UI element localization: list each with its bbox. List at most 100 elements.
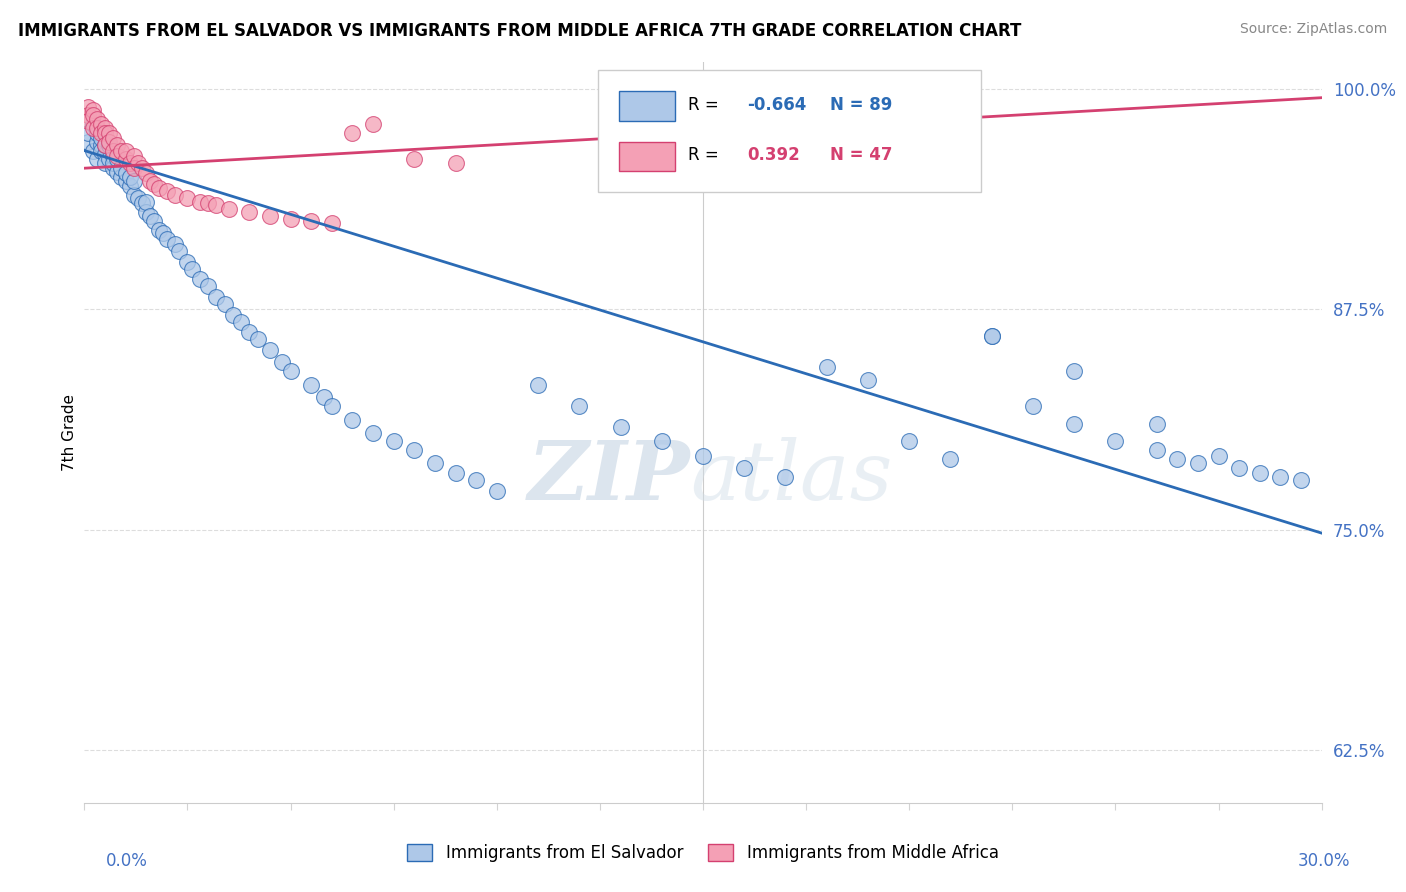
Point: [218, 202, 240, 216]
Point: [110, 144, 132, 158]
Point: [98, 138, 121, 153]
Point: [1289, 473, 1312, 487]
Point: [259, 209, 281, 223]
Point: [423, 456, 446, 470]
Point: [205, 198, 228, 212]
Text: 0.392: 0.392: [748, 146, 800, 164]
Point: [321, 216, 343, 230]
Point: [299, 214, 322, 228]
Point: [1208, 449, 1230, 463]
Point: [382, 434, 405, 449]
Point: [312, 390, 335, 404]
Point: [135, 166, 157, 180]
Point: [98, 135, 121, 149]
Point: [485, 483, 508, 498]
Point: [143, 177, 166, 191]
Point: [238, 205, 260, 219]
Point: [77, 113, 100, 128]
Point: [114, 166, 136, 180]
Text: N = 47: N = 47: [831, 146, 893, 164]
Legend: Immigrants from El Salvador, Immigrants from Middle Africa: Immigrants from El Salvador, Immigrants …: [401, 837, 1005, 869]
Point: [280, 364, 302, 378]
Point: [815, 360, 838, 375]
Point: [110, 161, 132, 176]
Point: [90, 138, 112, 153]
Point: [188, 194, 211, 209]
Point: [131, 196, 153, 211]
Point: [280, 212, 302, 227]
Point: [197, 279, 219, 293]
Point: [86, 135, 108, 149]
Point: [156, 184, 179, 198]
Text: Source: ZipAtlas.com: Source: ZipAtlas.com: [1240, 22, 1388, 37]
Point: [222, 308, 245, 322]
Point: [271, 355, 294, 369]
Bar: [619, 142, 675, 171]
Point: [214, 297, 236, 311]
Point: [114, 144, 136, 158]
Point: [118, 169, 141, 184]
Text: IMMIGRANTS FROM EL SALVADOR VS IMMIGRANTS FROM MIDDLE AFRICA 7TH GRADE CORRELATI: IMMIGRANTS FROM EL SALVADOR VS IMMIGRANT…: [18, 22, 1022, 40]
Point: [856, 373, 879, 387]
Point: [103, 156, 125, 170]
Text: 30.0%: 30.0%: [1298, 852, 1350, 870]
Point: [980, 328, 1002, 343]
Point: [94, 147, 117, 161]
Point: [1166, 452, 1188, 467]
Point: [94, 120, 117, 135]
Point: [77, 135, 100, 149]
Point: [94, 138, 117, 153]
Point: [122, 161, 145, 176]
Point: [148, 180, 170, 194]
Point: [110, 169, 132, 184]
Point: [98, 153, 121, 167]
Point: [114, 153, 136, 167]
Point: [118, 178, 141, 193]
Point: [229, 314, 252, 328]
Point: [404, 443, 426, 458]
Point: [1146, 443, 1168, 458]
Point: [103, 161, 125, 176]
Point: [361, 425, 384, 440]
Point: [1270, 469, 1292, 483]
Point: [139, 173, 162, 187]
Point: [90, 117, 112, 131]
Point: [122, 173, 145, 187]
Point: [127, 156, 149, 170]
Point: [165, 237, 187, 252]
Y-axis label: 7th Grade: 7th Grade: [62, 394, 77, 471]
Point: [86, 153, 108, 167]
Point: [98, 126, 121, 140]
Point: [82, 108, 104, 122]
Point: [197, 196, 219, 211]
Point: [105, 138, 128, 153]
Point: [143, 214, 166, 228]
Point: [148, 223, 170, 237]
Point: [568, 399, 591, 413]
Point: [103, 131, 125, 145]
Point: [86, 120, 108, 135]
Point: [167, 244, 190, 258]
Point: [651, 434, 673, 449]
Point: [77, 126, 100, 140]
Point: [90, 131, 112, 145]
Point: [94, 126, 117, 140]
Point: [1104, 434, 1126, 449]
Point: [82, 120, 104, 135]
Point: [1227, 461, 1250, 475]
Point: [86, 126, 108, 140]
Point: [205, 290, 228, 304]
Point: [176, 254, 198, 268]
Point: [114, 173, 136, 187]
Point: [105, 165, 128, 179]
Point: [1022, 399, 1045, 413]
Point: [122, 149, 145, 163]
Point: [103, 149, 125, 163]
Point: [105, 153, 128, 167]
Bar: [619, 91, 675, 121]
Point: [1063, 364, 1085, 378]
Text: R =: R =: [688, 95, 724, 113]
Point: [246, 332, 269, 346]
Point: [188, 272, 211, 286]
Point: [444, 156, 467, 170]
